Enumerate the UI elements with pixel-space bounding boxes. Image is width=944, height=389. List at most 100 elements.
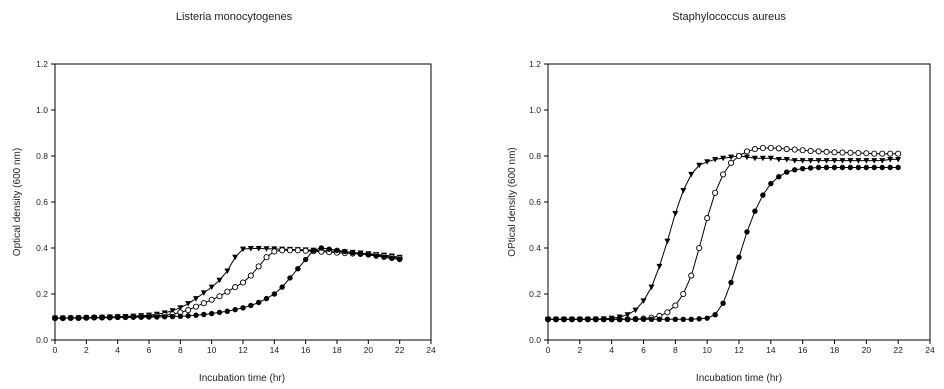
data-point xyxy=(815,158,822,164)
data-point xyxy=(177,313,184,320)
data-point xyxy=(696,244,703,252)
data-point xyxy=(396,256,403,263)
data-point xyxy=(561,316,567,322)
x-tick-label: 10 xyxy=(207,345,217,355)
data-point xyxy=(656,316,663,322)
data-point xyxy=(239,279,247,286)
data-point xyxy=(248,302,254,309)
data-point xyxy=(247,272,254,279)
data-point xyxy=(216,277,223,284)
data-point xyxy=(807,147,814,154)
data-point xyxy=(847,158,854,164)
data-point xyxy=(839,158,846,164)
data-point xyxy=(302,256,309,263)
data-point xyxy=(601,316,607,322)
data-point xyxy=(879,158,886,164)
data-point xyxy=(381,254,387,260)
data-point xyxy=(192,303,200,310)
data-point xyxy=(193,312,199,318)
x-tick-label: 6 xyxy=(147,345,152,355)
data-point xyxy=(704,159,711,165)
x-tick-label: 8 xyxy=(673,345,678,355)
x-tick-label: 16 xyxy=(301,345,311,355)
data-point xyxy=(775,145,782,152)
data-point xyxy=(712,312,718,318)
y-tick-label: 0.0 xyxy=(529,335,541,345)
data-point xyxy=(664,238,671,245)
data-point xyxy=(224,268,231,274)
data-point xyxy=(855,149,862,157)
x-tick-label: 24 xyxy=(925,345,935,355)
x-tick-label: 16 xyxy=(798,345,808,355)
data-point xyxy=(791,158,798,164)
x-tick-label: 14 xyxy=(766,345,776,355)
data-point xyxy=(823,148,830,155)
data-point xyxy=(871,150,878,157)
data-point xyxy=(728,154,735,161)
data-point xyxy=(640,316,647,322)
data-point xyxy=(349,249,356,256)
plot-frame xyxy=(54,63,432,341)
data-point xyxy=(887,156,894,163)
data-point xyxy=(271,291,278,297)
y-tick-label: 1.2 xyxy=(36,59,48,69)
data-point xyxy=(775,156,782,163)
data-point xyxy=(815,148,822,155)
x-tick-label: 20 xyxy=(364,345,374,355)
data-point xyxy=(760,192,766,198)
x-tick-label: 22 xyxy=(893,345,903,355)
y-tick-label: 0.4 xyxy=(529,243,541,253)
x-tick-label: 12 xyxy=(734,345,744,355)
data-point xyxy=(895,164,901,171)
data-point xyxy=(373,253,379,259)
data-point xyxy=(169,308,176,314)
data-point xyxy=(648,316,655,322)
y-tick-label: 0.8 xyxy=(36,151,48,161)
x-tick-label: 18 xyxy=(332,345,342,355)
chart-title: Staphylococcus aureus xyxy=(672,11,786,23)
data-point xyxy=(632,316,639,322)
x-tick-label: 4 xyxy=(115,345,120,355)
data-point xyxy=(99,314,105,321)
x-tick-label: 18 xyxy=(830,345,840,355)
data-point xyxy=(201,311,207,318)
data-point xyxy=(169,313,176,320)
data-point xyxy=(114,314,121,321)
data-point xyxy=(177,305,184,311)
data-point xyxy=(712,189,719,196)
data-point xyxy=(688,171,695,178)
data-point xyxy=(752,208,758,214)
data-point xyxy=(216,293,223,300)
data-point xyxy=(792,167,798,173)
x-tick-label: 14 xyxy=(270,345,280,355)
data-point xyxy=(616,316,623,322)
data-point xyxy=(720,155,727,162)
data-point xyxy=(743,148,751,155)
data-point xyxy=(688,316,694,322)
data-point xyxy=(279,247,286,254)
data-point xyxy=(224,308,231,314)
data-point xyxy=(75,315,82,321)
data-point xyxy=(161,314,168,320)
data-point xyxy=(107,314,113,321)
y-tick-label: 0.4 xyxy=(36,243,48,253)
data-point xyxy=(712,156,719,163)
data-point xyxy=(768,180,774,187)
data-point xyxy=(799,165,806,172)
data-point xyxy=(831,164,838,171)
x-tick-label: 24 xyxy=(426,345,436,355)
chart-title: Listeria monocytogenes xyxy=(176,11,293,23)
data-point xyxy=(791,146,798,153)
data-point xyxy=(743,154,750,161)
data-point xyxy=(208,284,215,291)
data-point xyxy=(255,245,262,252)
data-point xyxy=(783,146,790,153)
data-point xyxy=(855,158,862,164)
data-point xyxy=(735,152,743,160)
series-line xyxy=(55,247,400,319)
data-point xyxy=(263,295,270,302)
data-point xyxy=(67,315,74,321)
data-point xyxy=(286,247,294,254)
data-point xyxy=(799,147,806,154)
data-point xyxy=(200,300,207,307)
